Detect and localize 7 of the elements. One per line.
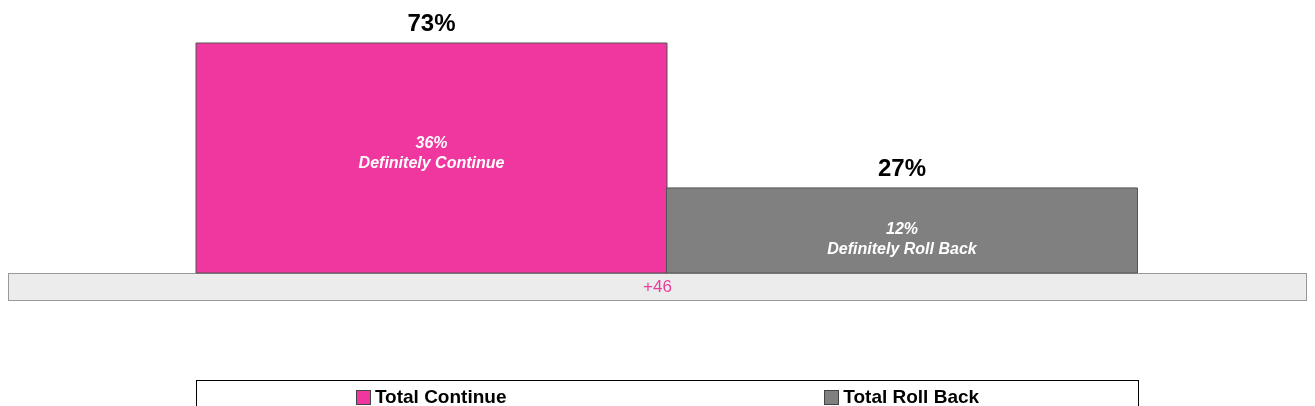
legend-label: Total Roll Back (843, 386, 980, 406)
annotation: 12% Definitely Roll Back (827, 220, 978, 258)
data-label: 73% (407, 9, 456, 36)
data-label: 27% (877, 153, 927, 181)
text: +46 (642, 277, 673, 297)
legend-label: Total Continue (374, 386, 507, 406)
annotation: 36% Definitely Continue (358, 134, 505, 171)
